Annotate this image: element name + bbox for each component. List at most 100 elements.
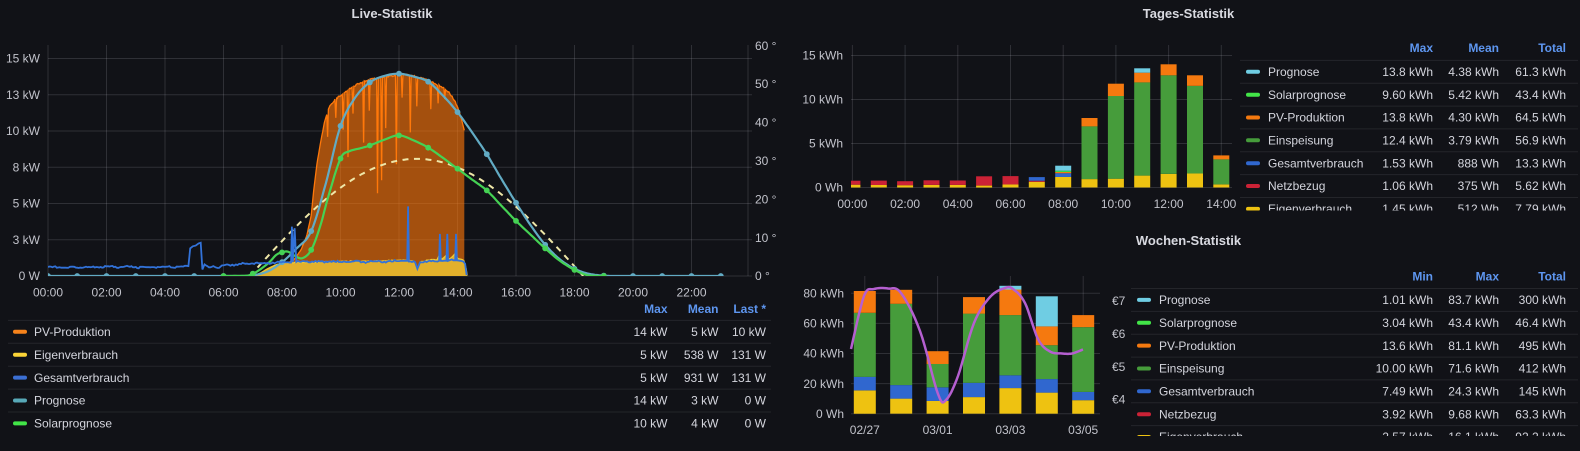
- svg-text:63.3 kWh: 63.3 kWh: [1515, 407, 1566, 421]
- svg-text:08:00: 08:00: [1048, 197, 1078, 211]
- svg-text:512 Wh: 512 Wh: [1458, 202, 1499, 216]
- svg-text:Eigenverbrauch: Eigenverbrauch: [1268, 202, 1352, 216]
- svg-text:5.62 kWh: 5.62 kWh: [1515, 179, 1566, 193]
- svg-text:538 W: 538 W: [684, 348, 719, 362]
- svg-text:3 kW: 3 kW: [13, 233, 41, 247]
- svg-text:5 kW: 5 kW: [640, 348, 668, 362]
- svg-text:PV-Produktion: PV-Produktion: [34, 325, 111, 339]
- svg-text:08:00: 08:00: [267, 286, 297, 300]
- svg-text:PV-Produktion: PV-Produktion: [1268, 111, 1345, 125]
- svg-text:1.53 kWh: 1.53 kWh: [1382, 156, 1433, 170]
- svg-text:412 kWh: 412 kWh: [1519, 362, 1566, 376]
- svg-text:81.1 kWh: 81.1 kWh: [1448, 339, 1499, 353]
- svg-text:03/03: 03/03: [995, 423, 1025, 437]
- svg-text:40 °: 40 °: [755, 116, 777, 130]
- svg-text:Mean: Mean: [1468, 41, 1499, 55]
- svg-text:71.6 kWh: 71.6 kWh: [1448, 362, 1499, 376]
- svg-text:931 W: 931 W: [684, 371, 719, 385]
- svg-text:10:00: 10:00: [325, 286, 355, 300]
- svg-text:4.30 kWh: 4.30 kWh: [1448, 111, 1499, 125]
- svg-text:20:00: 20:00: [618, 286, 648, 300]
- svg-text:04:00: 04:00: [150, 286, 180, 300]
- svg-text:5 kW: 5 kW: [691, 325, 719, 339]
- svg-text:Solarprognose: Solarprognose: [1268, 88, 1346, 102]
- svg-text:00:00: 00:00: [33, 286, 63, 300]
- svg-text:12:00: 12:00: [384, 286, 414, 300]
- svg-text:43.4 kWh: 43.4 kWh: [1448, 316, 1499, 330]
- svg-text:02:00: 02:00: [890, 197, 920, 211]
- svg-text:13.8 kWh: 13.8 kWh: [1382, 111, 1433, 125]
- svg-text:5 kW: 5 kW: [640, 371, 668, 385]
- svg-text:3.79 kWh: 3.79 kWh: [1448, 134, 1499, 148]
- svg-text:20 °: 20 °: [755, 192, 777, 206]
- svg-text:10 °: 10 °: [755, 231, 777, 245]
- svg-text:43.4 kWh: 43.4 kWh: [1515, 88, 1566, 102]
- svg-text:Solarprognose: Solarprognose: [34, 417, 112, 431]
- svg-text:3.92 kWh: 3.92 kWh: [1382, 407, 1433, 421]
- svg-text:Prognose: Prognose: [34, 394, 86, 408]
- svg-text:5 kWh: 5 kWh: [809, 137, 843, 151]
- svg-text:80 kWh: 80 kWh: [803, 287, 844, 301]
- svg-text:495 kWh: 495 kWh: [1519, 339, 1566, 353]
- svg-text:€5: €5: [1112, 360, 1126, 374]
- svg-text:Tages-Statistik: Tages-Statistik: [1143, 6, 1235, 21]
- svg-text:18:00: 18:00: [559, 286, 589, 300]
- svg-text:83.7 kWh: 83.7 kWh: [1448, 293, 1499, 307]
- svg-text:20 kWh: 20 kWh: [803, 377, 844, 391]
- svg-text:Min: Min: [1412, 270, 1433, 284]
- svg-text:9.60 kWh: 9.60 kWh: [1382, 88, 1433, 102]
- svg-text:Live-Statistik: Live-Statistik: [352, 6, 434, 21]
- svg-text:Gesamtverbrauch: Gesamtverbrauch: [1159, 385, 1254, 399]
- svg-text:13.6 kWh: 13.6 kWh: [1382, 339, 1433, 353]
- svg-text:Last *: Last *: [733, 302, 766, 316]
- svg-text:0 Wh: 0 Wh: [816, 407, 844, 421]
- svg-text:00:00: 00:00: [837, 197, 867, 211]
- svg-text:Einspeisung: Einspeisung: [1159, 362, 1224, 376]
- svg-text:131 W: 131 W: [731, 371, 766, 385]
- svg-text:06:00: 06:00: [208, 286, 238, 300]
- svg-text:10 kW: 10 kW: [732, 325, 767, 339]
- svg-text:60 °: 60 °: [755, 39, 777, 53]
- svg-text:2.57 kWh: 2.57 kWh: [1382, 430, 1433, 444]
- svg-text:13.8 kWh: 13.8 kWh: [1382, 65, 1433, 79]
- svg-text:Wochen-Statistik: Wochen-Statistik: [1136, 233, 1242, 248]
- svg-text:4 kW: 4 kW: [691, 417, 719, 431]
- svg-text:0 °: 0 °: [755, 269, 770, 283]
- svg-text:14:00: 14:00: [442, 286, 472, 300]
- svg-text:131 W: 131 W: [731, 348, 766, 362]
- svg-text:Max: Max: [644, 302, 668, 316]
- svg-text:0 Wh: 0 Wh: [815, 181, 843, 195]
- svg-text:1.45 kWh: 1.45 kWh: [1382, 202, 1433, 216]
- svg-text:4.38 kWh: 4.38 kWh: [1448, 65, 1499, 79]
- svg-text:16:00: 16:00: [501, 286, 531, 300]
- svg-text:92.2 kWh: 92.2 kWh: [1515, 430, 1566, 444]
- svg-text:Total: Total: [1538, 41, 1566, 55]
- svg-text:Mean: Mean: [688, 302, 719, 316]
- svg-text:14:00: 14:00: [1206, 197, 1236, 211]
- svg-text:1.01 kWh: 1.01 kWh: [1382, 293, 1433, 307]
- svg-text:Prognose: Prognose: [1159, 293, 1211, 307]
- svg-text:15 kW: 15 kW: [6, 52, 41, 66]
- svg-text:Prognose: Prognose: [1268, 65, 1320, 79]
- svg-text:300 kWh: 300 kWh: [1519, 293, 1566, 307]
- svg-text:Eigenverbrauch: Eigenverbrauch: [34, 348, 118, 362]
- svg-text:€7: €7: [1112, 294, 1126, 308]
- svg-text:€6: €6: [1112, 327, 1126, 341]
- svg-text:0 W: 0 W: [745, 394, 767, 408]
- svg-text:10 kWh: 10 kWh: [802, 93, 843, 107]
- svg-text:375 Wh: 375 Wh: [1458, 179, 1499, 193]
- svg-text:50 °: 50 °: [755, 77, 777, 91]
- svg-text:Einspeisung: Einspeisung: [1268, 134, 1333, 148]
- svg-text:Netzbezug: Netzbezug: [1159, 407, 1216, 421]
- svg-text:Max: Max: [1476, 270, 1500, 284]
- svg-text:14 kW: 14 kW: [633, 394, 668, 408]
- svg-text:10 kW: 10 kW: [633, 417, 668, 431]
- svg-text:61.3 kWh: 61.3 kWh: [1515, 65, 1566, 79]
- svg-text:0 W: 0 W: [745, 417, 767, 431]
- svg-text:12.4 kWh: 12.4 kWh: [1382, 134, 1433, 148]
- svg-text:Max: Max: [1410, 41, 1434, 55]
- svg-text:9.68 kWh: 9.68 kWh: [1448, 407, 1499, 421]
- svg-text:46.4 kWh: 46.4 kWh: [1515, 316, 1566, 330]
- svg-text:7.49 kWh: 7.49 kWh: [1382, 385, 1433, 399]
- svg-text:06:00: 06:00: [995, 197, 1025, 211]
